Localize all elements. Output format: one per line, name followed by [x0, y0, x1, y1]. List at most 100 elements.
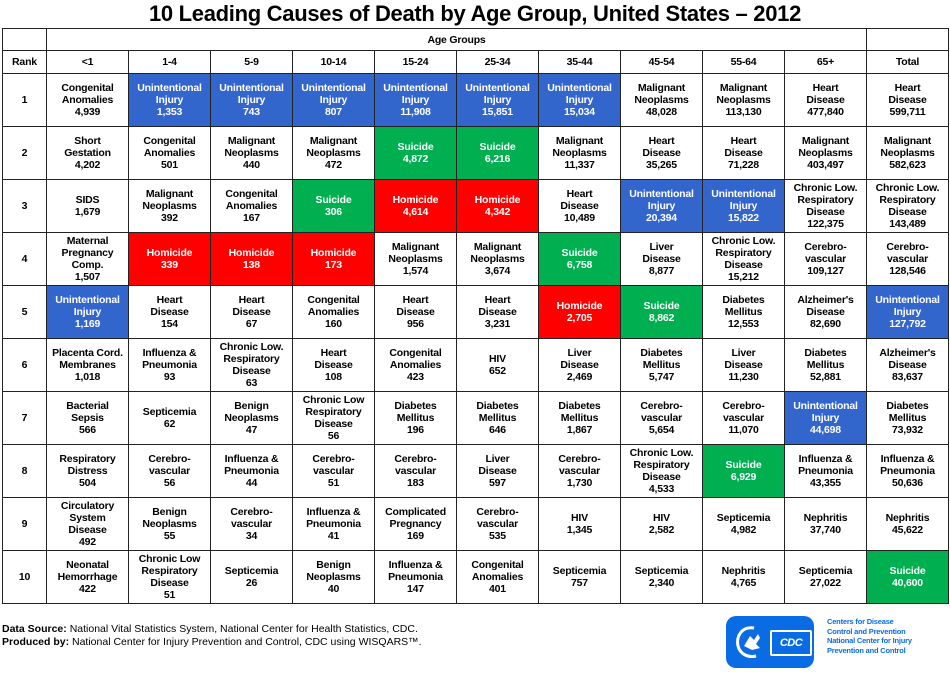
cause-name: Homicide: [146, 247, 193, 259]
column-header: 45-54: [620, 50, 703, 74]
death-count: 11,337: [564, 159, 595, 171]
cause-cell: Diabetes Mellitus 196: [374, 391, 457, 445]
cause-name: Respiratory Distress: [59, 453, 116, 477]
cause-name: Homicide: [474, 194, 521, 206]
table-row: 2 Short Gestation 4,202 Congenital Anomalie…: [2, 126, 949, 180]
cause-name: Benign Neoplasms: [142, 506, 197, 530]
cause-name: Diabetes Mellitus: [804, 347, 847, 371]
cause-name: Suicide: [479, 141, 516, 153]
death-count: 55: [163, 530, 176, 542]
cause-cell: Benign Neoplasms 55: [128, 497, 211, 551]
cause-cell: Nephritis 37,740: [784, 497, 867, 551]
cause-name: Suicide: [315, 194, 352, 206]
cause-cell: Circulatory System Disease 492: [46, 497, 129, 551]
cause-name: Septicemia: [634, 565, 689, 577]
cause-name: Benign Neoplasms: [306, 559, 361, 583]
death-count: 4,872: [402, 153, 429, 165]
cause-cell: Diabetes Mellitus 646: [456, 391, 539, 445]
cause-cell: Chronic Low. Respiratory Disease 4,533: [620, 444, 703, 498]
death-count: 160: [325, 318, 342, 330]
cause-name: Suicide: [889, 565, 926, 577]
death-count: 109,127: [807, 265, 844, 277]
cause-name: Homicide: [228, 247, 275, 259]
column-header: 25-34: [456, 50, 539, 74]
rank-cell: 1: [2, 73, 47, 127]
cause-cell: Chronic Low Respiratory Disease 51: [128, 550, 211, 604]
death-count: 4,342: [484, 206, 511, 218]
death-count: 956: [407, 318, 424, 330]
cause-name: Alzheimer's Disease: [797, 294, 854, 318]
death-count: 472: [325, 159, 342, 171]
cause-name: Chronic Low. Respiratory Disease: [629, 447, 694, 483]
death-count: 2,705: [566, 312, 593, 324]
death-count: 138: [243, 259, 260, 271]
cause-name: Cerebro- vascular: [886, 241, 929, 265]
cause-cell: Cerebro- vascular 11,070: [702, 391, 785, 445]
rank-cell: 4: [2, 232, 47, 286]
cause-cell: Heart Disease 10,489: [538, 179, 621, 233]
table-body: 1 Congenital Anomalies 4,939 Unintentional …: [2, 73, 949, 604]
cause-cell: Heart Disease 35,265: [620, 126, 703, 180]
cause-name: Nephritis: [721, 565, 766, 577]
cause-name: Maternal Pregnancy Comp.: [61, 235, 114, 271]
cause-cell: Congenital Anomalies 401: [456, 550, 539, 604]
column-header-row: Rank <1 1-4 5-9 10-14 15-24 25-34 35-44 45-54 55…: [2, 50, 949, 74]
death-count: 6,216: [484, 153, 511, 165]
death-count: 4,982: [730, 524, 757, 536]
cause-name: Heart Disease: [888, 82, 927, 106]
cause-cell: Influenza & Pneumonia 147: [374, 550, 457, 604]
death-count: 11,908: [400, 106, 431, 118]
cause-cell: Short Gestation 4,202: [46, 126, 129, 180]
org-line: National Center for Injury: [827, 636, 912, 645]
cause-cell: Congenital Anomalies 4,939: [46, 73, 129, 127]
death-count: 10,489: [564, 212, 595, 224]
death-count: 477,840: [807, 106, 844, 118]
death-count: 196: [407, 424, 424, 436]
cause-cell: Benign Neoplasms 40: [292, 550, 375, 604]
cause-cell: Chronic Low. Respiratory Disease 15,212: [702, 232, 785, 286]
cause-cell: Malignant Neoplasms 392: [128, 179, 211, 233]
cause-cell: Homicide 339: [128, 232, 211, 286]
cause-cell: Suicide 4,872: [374, 126, 457, 180]
death-count: 8,877: [648, 265, 675, 277]
death-count: 37,740: [810, 524, 841, 536]
cause-cell: Diabetes Mellitus 12,553: [702, 285, 785, 339]
rank-header: Rank: [2, 50, 47, 74]
cause-name: HIV: [571, 512, 588, 524]
cause-cell: Heart Disease 956: [374, 285, 457, 339]
death-count: 83,637: [892, 371, 923, 383]
rank-cell: 6: [2, 338, 47, 392]
hhs-eagle-icon: [736, 626, 760, 658]
cause-name: Unintentional Injury: [711, 188, 776, 212]
corner-blank: [2, 28, 47, 51]
cause-cell: Malignant Neoplasms 3,674: [456, 232, 539, 286]
cause-name: Homicide: [392, 194, 439, 206]
death-count: 2,340: [648, 577, 675, 589]
cause-name: Influenza & Pneumonia: [142, 347, 197, 371]
data-source-label: Data Source:: [2, 623, 67, 635]
cause-name: Liver Disease: [642, 241, 681, 265]
cause-name: Septicemia: [798, 565, 853, 577]
cause-cell: Unintentional Injury 807: [292, 73, 375, 127]
death-count: 34: [245, 530, 258, 542]
cause-cell: Complicated Pregnancy 169: [374, 497, 457, 551]
death-count: 169: [407, 530, 424, 542]
cause-cell: HIV 2,582: [620, 497, 703, 551]
cause-name: Benign Neoplasms: [224, 400, 279, 424]
death-count: 4,765: [730, 577, 757, 589]
produced-by-text: National Center for Injury Prevention an…: [69, 636, 422, 648]
death-count: 1,345: [566, 524, 593, 536]
cause-name: Chronic Low Respiratory Disease: [138, 553, 201, 589]
cause-cell: Congenital Anomalies 160: [292, 285, 375, 339]
cause-cell: Suicide 306: [292, 179, 375, 233]
cause-name: Heart Disease: [806, 82, 845, 106]
cause-cell: Malignant Neoplasms 11,337: [538, 126, 621, 180]
rank-cell: 2: [2, 126, 47, 180]
table-row: 7 Bacterial Sepsis 566 Septicemia 62 Benign N…: [2, 391, 949, 445]
rank-cell: 5: [2, 285, 47, 339]
death-count: 27,022: [810, 577, 841, 589]
cause-name: Heart Disease: [560, 188, 599, 212]
death-count: 652: [489, 365, 506, 377]
cause-cell: Liver Disease 11,230: [702, 338, 785, 392]
cause-name: Cerebro- vascular: [722, 400, 765, 424]
